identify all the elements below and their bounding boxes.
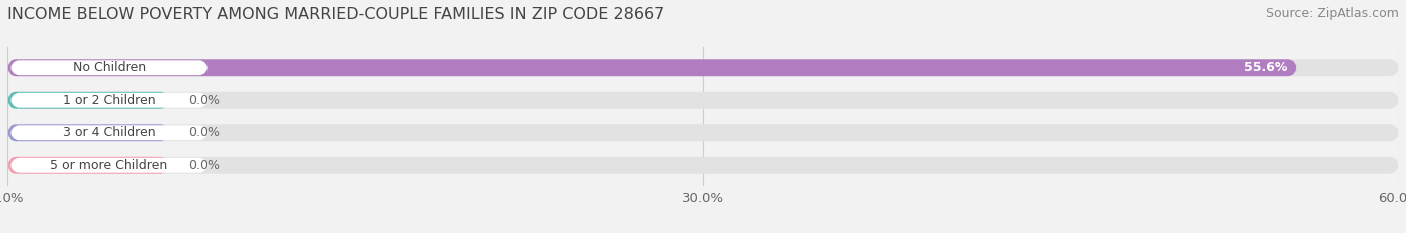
- Text: INCOME BELOW POVERTY AMONG MARRIED-COUPLE FAMILIES IN ZIP CODE 28667: INCOME BELOW POVERTY AMONG MARRIED-COUPL…: [7, 7, 664, 22]
- Text: No Children: No Children: [73, 61, 146, 74]
- FancyBboxPatch shape: [7, 59, 1296, 76]
- FancyBboxPatch shape: [7, 92, 1399, 109]
- FancyBboxPatch shape: [7, 92, 170, 109]
- FancyBboxPatch shape: [7, 157, 1399, 174]
- Text: 5 or more Children: 5 or more Children: [51, 159, 167, 172]
- FancyBboxPatch shape: [7, 124, 170, 141]
- FancyBboxPatch shape: [10, 125, 208, 140]
- Text: 0.0%: 0.0%: [188, 159, 219, 172]
- Text: 55.6%: 55.6%: [1244, 61, 1288, 74]
- FancyBboxPatch shape: [7, 157, 170, 174]
- Text: 1 or 2 Children: 1 or 2 Children: [63, 94, 156, 107]
- FancyBboxPatch shape: [7, 124, 1399, 141]
- FancyBboxPatch shape: [10, 93, 208, 108]
- Text: 0.0%: 0.0%: [188, 126, 219, 139]
- Text: 3 or 4 Children: 3 or 4 Children: [63, 126, 156, 139]
- FancyBboxPatch shape: [10, 60, 208, 75]
- Text: 0.0%: 0.0%: [188, 94, 219, 107]
- FancyBboxPatch shape: [10, 158, 208, 173]
- FancyBboxPatch shape: [7, 59, 1399, 76]
- Text: Source: ZipAtlas.com: Source: ZipAtlas.com: [1265, 7, 1399, 20]
